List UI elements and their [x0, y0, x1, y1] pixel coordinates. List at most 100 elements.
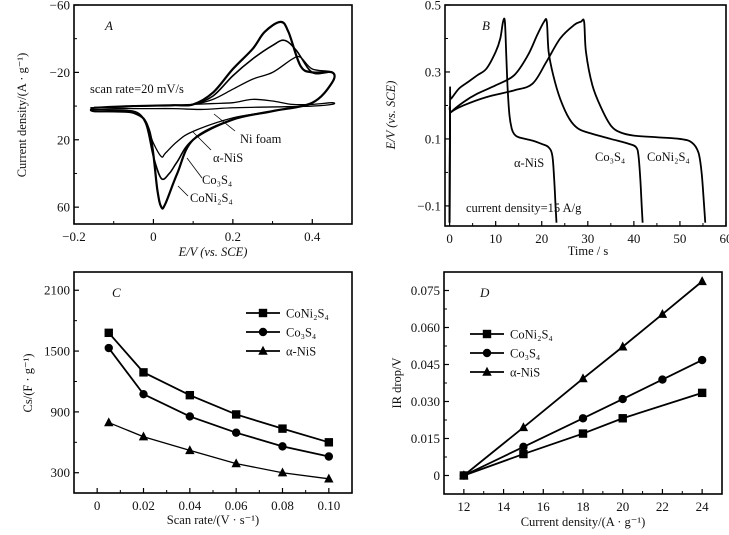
- data-point-Co3S4: [139, 389, 148, 399]
- panel-d-ir-drop: 12 14 16 18 20 22 24 0 0.015 0.030 0.045 0.060 0.075…: [390, 271, 723, 529]
- x-tick-label: 18: [577, 499, 590, 514]
- panel-c-plot-frame: [73, 271, 353, 494]
- data-point-CoNi2S4: [278, 424, 287, 433]
- y-tick-label: 0.075: [411, 283, 440, 298]
- panel-a-label-nis: α-NiS: [213, 151, 243, 165]
- panel-d-series: [459, 276, 707, 480]
- data-point-CoNi2S4: [324, 438, 334, 447]
- panel-a-label-coni2s4: CoNi₂S₄: [190, 191, 233, 205]
- data-point-CoNi2S4: [139, 368, 148, 377]
- data-point-Co3S4: [618, 394, 627, 404]
- panel-d-ylabel: IR drop/V: [390, 357, 404, 408]
- data-point-α-NiS: [277, 467, 288, 477]
- y-tick-label: 0.060: [411, 320, 440, 335]
- panel-a-leader-coni2s4: [177, 185, 189, 197]
- panel-a-label-co3s4: Co₃S₄: [202, 173, 232, 187]
- y-tick-label: 2100: [44, 283, 70, 298]
- x-tick-label: 50: [673, 231, 686, 246]
- panel-a-plot-frame: [73, 4, 353, 225]
- series-line-Co3S4: [463, 359, 703, 477]
- legend-marker-CoNi2S4: [482, 329, 492, 339]
- data-point-α-NiS: [697, 276, 707, 286]
- panel-a-label-ni-foam: Ni foam: [240, 132, 282, 146]
- legend-label-CoNi2S4: CoNi₂S₄: [510, 328, 553, 342]
- data-point-Co3S4: [697, 355, 707, 365]
- x-tick-label: 0.06: [225, 498, 248, 513]
- x-tick-label: 20: [616, 499, 629, 514]
- data-point-α-NiS: [138, 431, 149, 441]
- panel-b-letter: B: [482, 18, 490, 33]
- panel-a-curves: [89, 20, 336, 210]
- series-line-α-NiS: [463, 280, 703, 477]
- legend-marker-CoNi2S4: [258, 308, 268, 318]
- x-tick-label: 0.4: [304, 229, 321, 244]
- y-tick-label: 60: [57, 200, 70, 215]
- y-tick-label: 0.3: [425, 64, 441, 79]
- panel-b-curves: [448, 17, 707, 223]
- y-tick-label: 20: [57, 132, 70, 147]
- panel-c-legend: CoNi₂S₄ Co₃S₄ α-NiS: [246, 307, 329, 359]
- x-tick-label: 0.10: [317, 498, 340, 513]
- data-point-Co3S4: [519, 442, 528, 452]
- y-tick-label: 900: [51, 404, 71, 419]
- panel-b-label-co3s4: Co₃S₄: [595, 150, 625, 164]
- data-point-CoNi2S4: [104, 328, 113, 338]
- series-line-Co3S4: [108, 347, 330, 458]
- data-point-Co3S4: [185, 412, 195, 421]
- data-point-CoNi2S4: [185, 390, 195, 400]
- panel-b-ticks: 0 10 20 30 40 50 60 −0.1 0.1 0.3 0.5: [417, 0, 729, 246]
- data-point-α-NiS: [231, 458, 241, 468]
- panel-b-ylabel: E/V (vs. SCE): [384, 81, 398, 151]
- x-tick-label: −0.2: [62, 229, 86, 244]
- data-point-α-NiS: [578, 373, 588, 383]
- panel-d-letter: D: [479, 285, 490, 300]
- data-point-CoNi2S4: [231, 410, 241, 419]
- x-tick-label: 0: [94, 498, 101, 513]
- series-line-α-NiS: [108, 421, 329, 480]
- data-point-α-NiS: [104, 417, 114, 427]
- data-point-CoNi2S4: [578, 429, 588, 438]
- y-tick-label: −60: [50, 0, 70, 13]
- data-point-α-NiS: [324, 473, 334, 483]
- panel-a-leader-co3s4: [186, 157, 203, 179]
- y-tick-label: 0: [434, 468, 441, 483]
- panel-b-label-coni2s4: CoNi₂S₄: [647, 150, 690, 164]
- data-point-α-NiS: [518, 422, 529, 432]
- series-line-CoNi2S4: [448, 18, 707, 223]
- panel-b-xlabel: Time / s: [568, 244, 609, 258]
- panel-a-ylabel: Current density/(A · g⁻¹): [15, 53, 29, 178]
- y-tick-label: −0.1: [417, 198, 441, 213]
- panel-a-leader-nis: [192, 131, 212, 151]
- x-tick-label: 60: [720, 231, 729, 246]
- x-tick-label: 0.2: [225, 229, 241, 244]
- panel-c-ticks: 0 0.02 0.04 0.06 0.08 0.10 300 900 1500 2100: [44, 283, 340, 513]
- data-point-CoNi2S4: [618, 414, 627, 423]
- data-point-Co3S4: [658, 375, 667, 384]
- x-tick-label: 30: [581, 231, 594, 246]
- panel-c-ylabel: Cs/(F · g⁻¹): [21, 354, 35, 413]
- panel-d-xlabel: Current density/(A · g⁻¹): [521, 515, 646, 529]
- data-point-α-NiS: [185, 445, 195, 455]
- x-tick-label: 12: [457, 499, 470, 514]
- panel-b-charge-discharge: 0 10 20 30 40 50 60 −0.1 0.1 0.3 0.5 B α-NiS Co₃S₄…: [384, 0, 729, 258]
- data-point-Co3S4: [278, 442, 287, 451]
- y-tick-label: 0.030: [411, 394, 440, 409]
- panel-a-letter: A: [104, 18, 113, 33]
- panel-c-letter: C: [112, 285, 121, 300]
- legend-label-α-NiS: α-NiS: [286, 345, 316, 359]
- y-tick-label: 1500: [44, 344, 70, 359]
- legend-marker-Co3S4: [482, 348, 492, 358]
- data-point-Co3S4: [231, 428, 241, 437]
- x-tick-label: 16: [537, 499, 551, 514]
- data-point-CoNi2S4: [697, 388, 707, 398]
- x-tick-label: 0.08: [271, 498, 294, 513]
- panel-d-plot-frame: [443, 271, 723, 495]
- panel-a-ticks: −0.2 0 0.2 0.4 −60 −20 20 60: [50, 0, 321, 244]
- x-tick-label: 0.04: [178, 498, 201, 513]
- panel-a-scan-rate-annotation: scan rate=20 mV/s: [90, 82, 184, 96]
- series-line-α-NiS: [448, 17, 558, 223]
- panel-c-specific-capacitance: 0 0.02 0.04 0.06 0.08 0.10 300 900 1500 2100 C Co…: [21, 271, 353, 527]
- x-tick-label: 22: [656, 499, 669, 514]
- series-line-Ni foam: [90, 98, 336, 111]
